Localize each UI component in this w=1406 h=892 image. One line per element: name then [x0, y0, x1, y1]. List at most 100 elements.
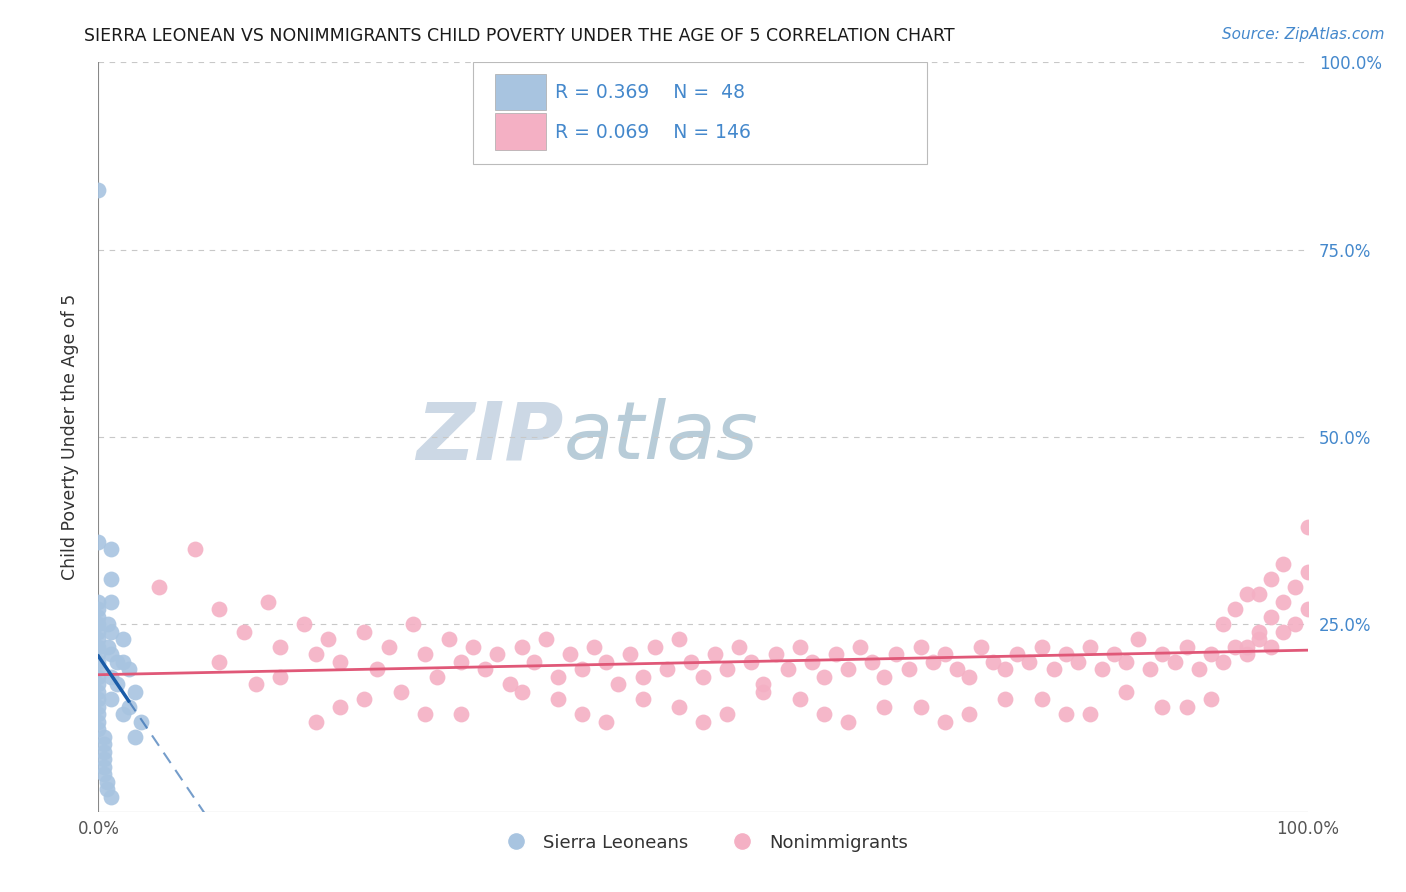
Point	[897, 662, 920, 676]
Point	[87, 662, 110, 676]
Point	[245, 677, 267, 691]
Point	[87, 617, 110, 632]
Point	[1296, 565, 1319, 579]
Point	[1007, 648, 1029, 662]
Point	[825, 648, 848, 662]
Point	[1199, 692, 1222, 706]
Point	[789, 640, 811, 654]
Point	[97, 617, 120, 632]
Point	[946, 662, 969, 676]
Point	[583, 640, 606, 654]
Point	[910, 699, 932, 714]
Point	[292, 617, 315, 632]
Point	[87, 595, 110, 609]
Point	[329, 699, 352, 714]
Point	[1272, 558, 1295, 572]
Point	[860, 655, 883, 669]
Point	[100, 692, 122, 706]
Point	[96, 782, 118, 797]
Point	[994, 662, 1017, 676]
Point	[232, 624, 254, 639]
Point	[716, 707, 738, 722]
Point	[1031, 692, 1053, 706]
Point	[118, 662, 141, 676]
Point	[256, 595, 278, 609]
Point	[413, 648, 436, 662]
Point	[184, 542, 207, 557]
Point	[100, 789, 122, 804]
Point	[413, 707, 436, 722]
Point	[837, 714, 859, 729]
Point	[353, 624, 375, 639]
Point	[1272, 624, 1295, 639]
Point	[595, 655, 617, 669]
Point	[1249, 632, 1271, 647]
Point	[87, 692, 110, 706]
Point	[1067, 655, 1090, 669]
Point	[571, 707, 593, 722]
Point	[547, 692, 569, 706]
Point	[111, 632, 134, 647]
Point	[1212, 617, 1234, 632]
Point	[87, 670, 110, 684]
Text: SIERRA LEONEAN VS NONIMMIGRANTS CHILD POVERTY UNDER THE AGE OF 5 CORRELATION CHA: SIERRA LEONEAN VS NONIMMIGRANTS CHILD PO…	[84, 27, 955, 45]
Point	[87, 714, 110, 729]
Point	[1249, 624, 1271, 639]
Point	[105, 655, 128, 669]
Point	[1091, 662, 1114, 676]
Point	[474, 662, 496, 676]
Point	[873, 670, 896, 684]
Point	[93, 760, 115, 774]
Point	[921, 655, 943, 669]
Point	[934, 648, 956, 662]
Point	[704, 648, 727, 662]
Point	[558, 648, 581, 662]
Point	[87, 535, 110, 549]
Point	[1199, 648, 1222, 662]
Text: ZIP: ZIP	[416, 398, 564, 476]
Point	[93, 737, 115, 751]
Point	[800, 655, 823, 669]
Point	[93, 752, 115, 766]
Point	[849, 640, 872, 654]
Point	[1296, 602, 1319, 616]
Point	[1128, 632, 1150, 647]
Point	[1284, 617, 1306, 632]
Point	[87, 685, 110, 699]
Point	[1139, 662, 1161, 676]
Legend: Sierra Leoneans, Nonimmigrants: Sierra Leoneans, Nonimmigrants	[491, 827, 915, 859]
Point	[1236, 640, 1258, 654]
Point	[1272, 595, 1295, 609]
Point	[87, 707, 110, 722]
Point	[728, 640, 751, 654]
Text: Source: ZipAtlas.com: Source: ZipAtlas.com	[1222, 27, 1385, 42]
Point	[692, 670, 714, 684]
Point	[426, 670, 449, 684]
Point	[316, 632, 339, 647]
Point	[105, 677, 128, 691]
Point	[93, 767, 115, 781]
Point	[87, 699, 110, 714]
Point	[813, 707, 835, 722]
Point	[740, 655, 762, 669]
Point	[1031, 640, 1053, 654]
Point	[100, 542, 122, 557]
Point	[1102, 648, 1125, 662]
Point	[510, 640, 533, 654]
Point	[87, 602, 110, 616]
Point	[87, 624, 110, 639]
Point	[498, 677, 520, 691]
Point	[957, 707, 980, 722]
Point	[837, 662, 859, 676]
Point	[1236, 587, 1258, 601]
Point	[644, 640, 666, 654]
Point	[353, 692, 375, 706]
Point	[208, 602, 231, 616]
Point	[886, 648, 908, 662]
Point	[118, 699, 141, 714]
Point	[1042, 662, 1064, 676]
Point	[93, 730, 115, 744]
Point	[752, 685, 775, 699]
Point	[111, 655, 134, 669]
Point	[124, 685, 146, 699]
